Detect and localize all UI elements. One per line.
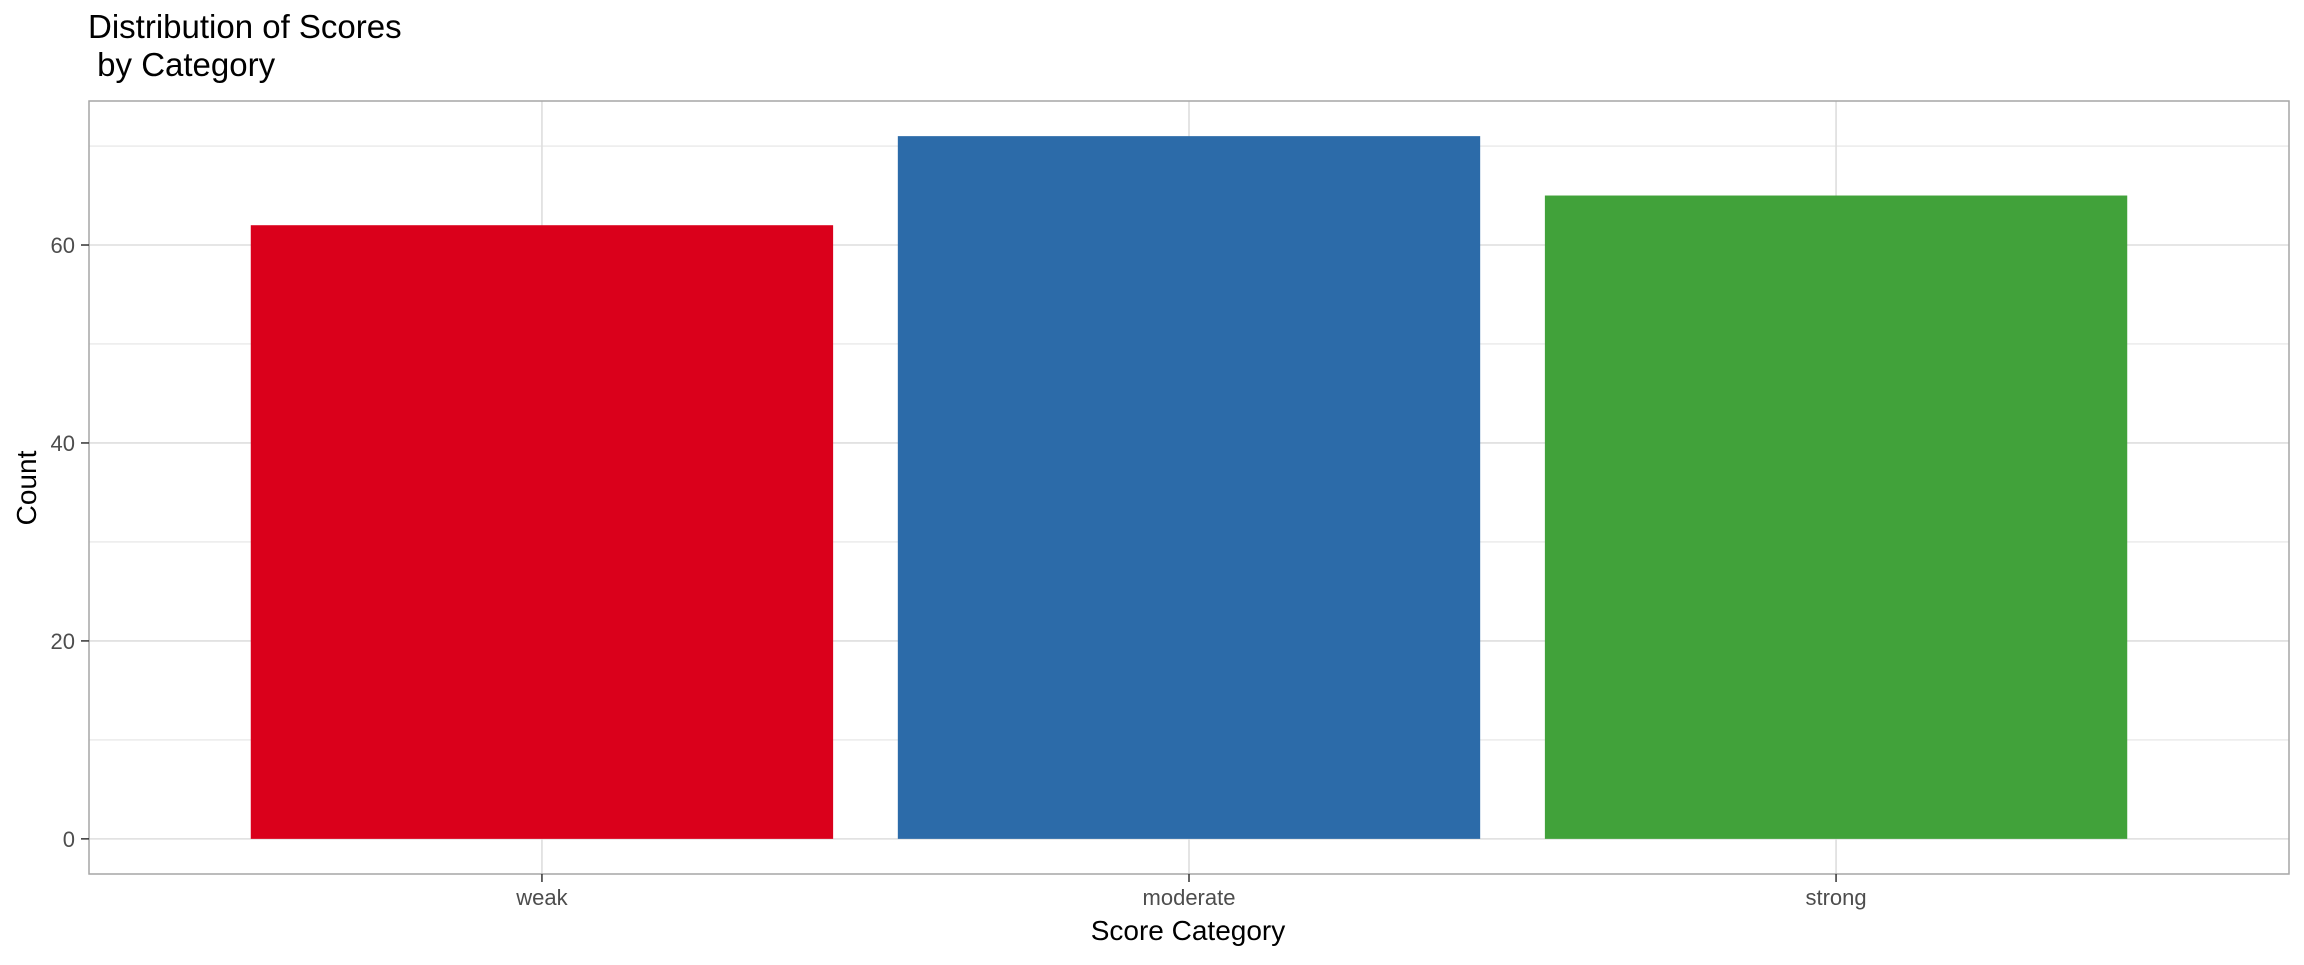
x-axis-ticks: weak moderate strong — [515, 874, 1867, 910]
chart-title-line-2: by Category — [88, 46, 276, 83]
bar-moderate — [897, 136, 1481, 839]
bars — [250, 136, 2128, 839]
y-tick-label: 40 — [51, 431, 75, 456]
x-tick-label: weak — [515, 885, 568, 910]
y-tick-label: 60 — [51, 233, 75, 258]
y-axis-label: Count — [11, 450, 42, 525]
x-tick-label: strong — [1805, 885, 1866, 910]
y-tick-label: 0 — [63, 827, 75, 852]
y-axis-ticks: 0 20 40 60 — [51, 233, 89, 852]
chart-title-line-1: Distribution of Scores — [88, 8, 402, 45]
bar-weak — [250, 225, 834, 839]
x-tick-label: moderate — [1143, 885, 1236, 910]
bar-strong — [1544, 195, 2128, 839]
x-axis-label: Score Category — [1091, 915, 1286, 946]
y-tick-label: 20 — [51, 629, 75, 654]
